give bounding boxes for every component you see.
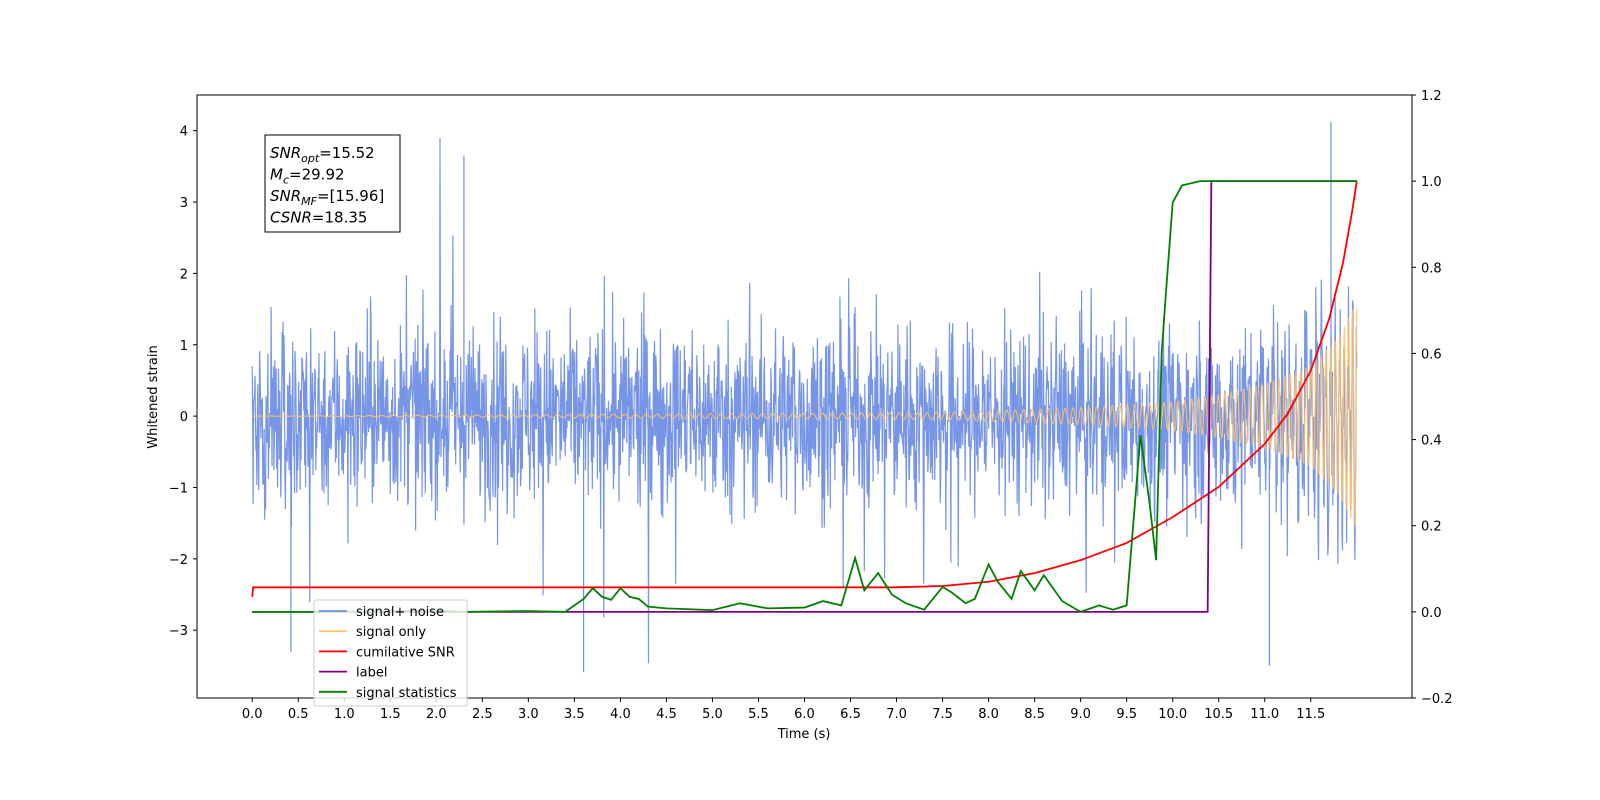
legend-label: signal+ noise: [356, 605, 444, 620]
legend-label: signal statistics: [356, 686, 457, 701]
y-axis-label-left: Whitened strain: [146, 345, 161, 448]
series-layer: [251, 122, 1358, 673]
y-axis-right: 1.2 1.0 0.8 0.6 0.4 0.2 0.0 −0.2: [1412, 89, 1453, 707]
x-tick-label: 3.5: [564, 707, 585, 722]
annotation-frame: [264, 134, 401, 233]
x-tick-label: 4.5: [656, 707, 677, 722]
x-tick-label: 5.0: [702, 707, 723, 722]
x-tick-label: 0.0: [242, 707, 263, 722]
x-tick-label: 1.5: [380, 707, 401, 722]
y-tick-label-left: 3: [180, 196, 188, 211]
legend-item-signal-noise: signal+ noise: [319, 605, 444, 620]
x-tick-label: 6.0: [794, 707, 815, 722]
x-tick-label: 7.5: [932, 707, 953, 722]
x-tick-label: 10.0: [1158, 707, 1187, 722]
legend-item-label: label: [319, 666, 387, 681]
legend-label: signal only: [356, 625, 426, 640]
x-tick-label: 11.5: [1296, 707, 1325, 722]
x-tick-label: 8.5: [1024, 707, 1045, 722]
y-tick-label-right: 0.4: [1421, 434, 1442, 449]
y-tick-label-right: 0.6: [1421, 347, 1442, 362]
x-axis-label: Time (s): [777, 727, 831, 742]
y-tick-label-right: 0.2: [1421, 520, 1442, 535]
legend-label: cumilative SNR: [356, 645, 455, 660]
y-tick-label-left: −1: [169, 481, 188, 496]
legend-item-cumulative-snr: cumilative SNR: [319, 645, 455, 660]
x-tick-label: 10.5: [1204, 707, 1233, 722]
legend-label: label: [356, 666, 387, 681]
x-tick-label: 4.0: [610, 707, 631, 722]
annotation-line: CSNR=18.35: [270, 209, 367, 227]
x-tick-label: 2.0: [426, 707, 447, 722]
y-tick-label-right: 1.0: [1421, 175, 1442, 190]
x-tick-label: 9.0: [1070, 707, 1091, 722]
legend-frame: [313, 599, 468, 707]
legend-item-signal-only: signal only: [319, 625, 426, 640]
x-tick-label: 1.0: [334, 707, 355, 722]
y-tick-label-right: 0.8: [1421, 261, 1442, 276]
x-axis: 0.0 0.5 1.0 1.5 2.0 2.5 3.0 3.5 4.0 4.5 5.0 5.5 6.0 6…: [242, 698, 1325, 722]
y-tick-label-left: −2: [169, 553, 188, 568]
legend: signal+ noise signal only cumilative SNR la…: [313, 599, 468, 707]
y-tick-label-left: 4: [180, 125, 188, 140]
x-tick-label: 8.0: [978, 707, 999, 722]
annotation-line: SNRopt=15.52: [270, 144, 375, 165]
x-tick-label: 2.5: [472, 707, 493, 722]
y-tick-label-left: −3: [169, 624, 188, 639]
y-axis-left: 4 3 2 1 0 −1 −2 −3: [169, 125, 197, 639]
y-tick-label-left: 1: [180, 339, 188, 354]
x-tick-label: 9.5: [1116, 707, 1137, 722]
x-tick-label: 7.0: [886, 707, 907, 722]
x-tick-label: 0.5: [288, 707, 309, 722]
x-tick-label: 6.5: [840, 707, 861, 722]
x-tick-label: 11.0: [1250, 707, 1279, 722]
annotation-line: Mc=29.92: [270, 166, 345, 187]
stats-annotation-box: SNRopt=15.52Mc=29.92SNRMF=[15.96]CSNR=18…: [264, 134, 401, 233]
x-tick-label: 5.5: [748, 707, 769, 722]
y-tick-label-right: 1.2: [1421, 89, 1442, 104]
legend-item-signal-statistics: signal statistics: [319, 686, 457, 701]
y-tick-label-left: 2: [180, 267, 188, 282]
y-tick-label-right: 0.0: [1421, 606, 1442, 621]
series-signal-only: [252, 307, 1358, 527]
series-signal-statistics: [252, 180, 1357, 613]
annotation-line: SNRMF=[15.96]: [270, 187, 384, 208]
y-tick-label-left: 0: [180, 410, 188, 425]
series-cumulative-snr: [251, 181, 1358, 597]
y-tick-label-right: −0.2: [1421, 692, 1453, 707]
x-tick-label: 3.0: [518, 707, 539, 722]
